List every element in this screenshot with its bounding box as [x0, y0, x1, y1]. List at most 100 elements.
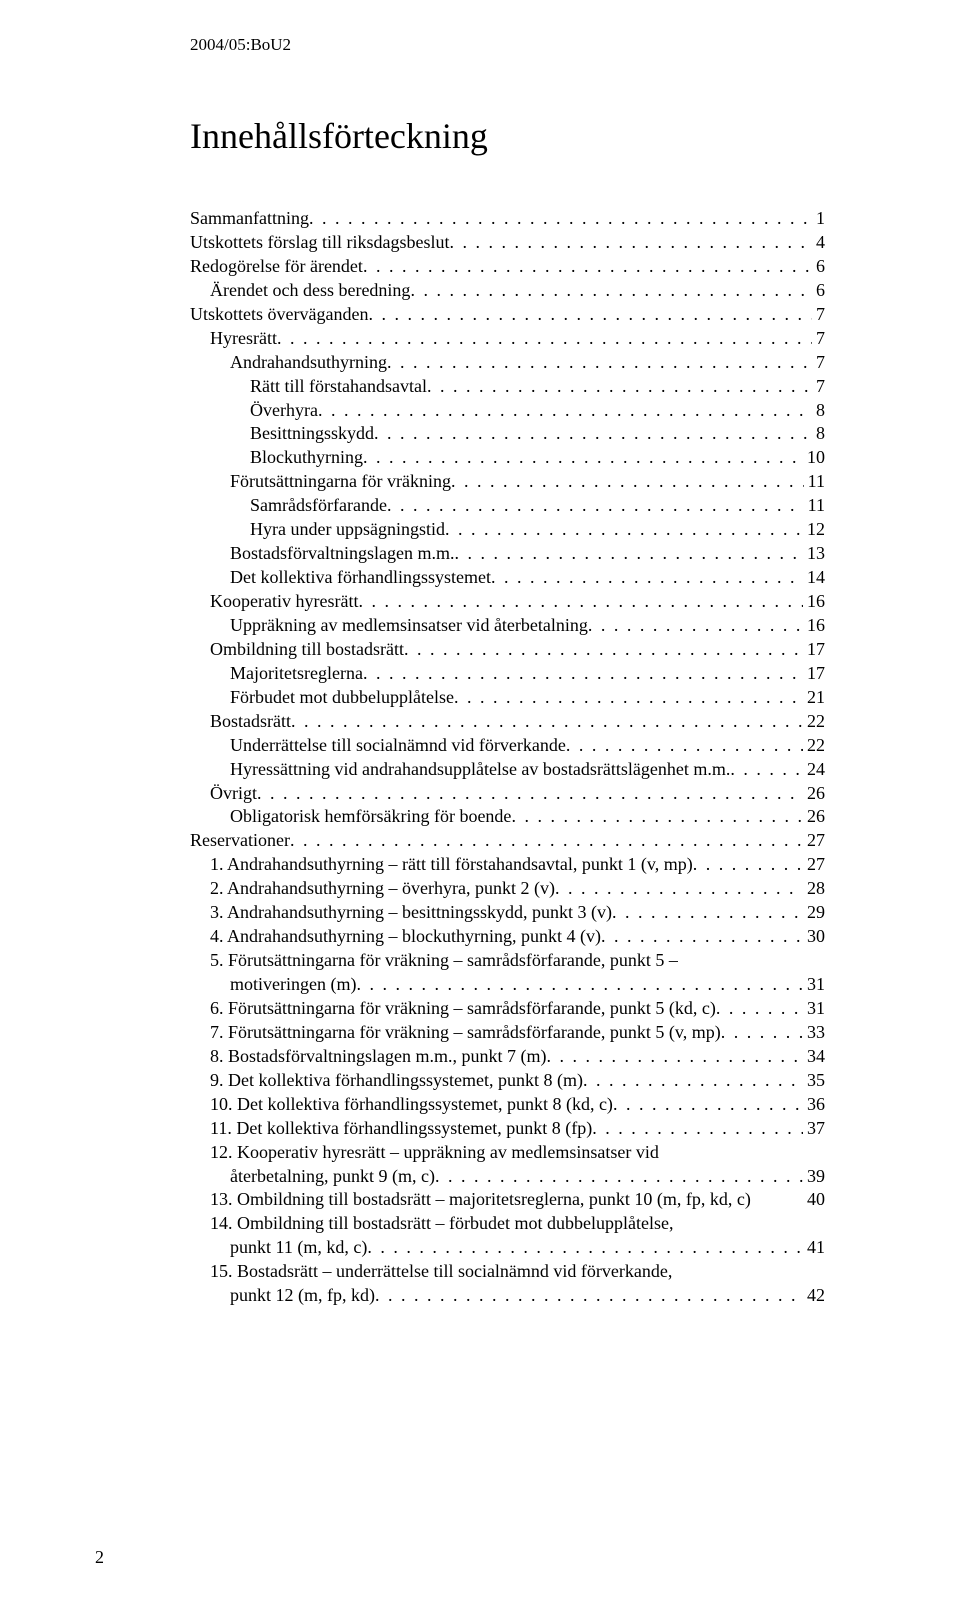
toc-label: Hyra under uppsägningstid	[250, 518, 445, 542]
toc-entry: 9. Det kollektiva förhandlingssystemet, …	[190, 1069, 825, 1093]
toc-label: Ombildning till bostadsrätt	[210, 638, 404, 662]
toc-leader: . . . . . . . . . . . . . . . . . . . . …	[367, 1236, 803, 1260]
toc-label: Utskottets överväganden	[190, 303, 368, 327]
toc-entry: Det kollektiva förhandlingssystemet. . .…	[190, 566, 825, 590]
toc-entry: Bostadsrätt. . . . . . . . . . . . . . .…	[190, 710, 825, 734]
toc-leader: . . . . . . . . . . . . . . . . . . . . …	[730, 758, 803, 782]
toc-leader: . . . . . . . . . . . . . . . . . . . . …	[309, 207, 812, 231]
toc-leader: . . . . . . . . . . . . . . . . . . . . …	[290, 829, 803, 853]
toc-label: Uppräkning av medlemsinsatser vid återbe…	[230, 614, 588, 638]
toc-label: punkt 12 (m, fp, kd)	[230, 1284, 375, 1308]
toc-leader: . . . . . . . . . . . . . . . . . . . . …	[612, 901, 803, 925]
toc-entry: motiveringen (m). . . . . . . . . . . . …	[190, 973, 825, 997]
toc-page: 22	[803, 710, 825, 734]
toc-entry: 3. Andrahandsuthyrning – besittningsskyd…	[190, 901, 825, 925]
toc-page: 8	[812, 422, 825, 446]
toc-leader: . . . . . . . . . . . . . . . . . . . . …	[257, 782, 803, 806]
toc-label: Obligatorisk hemförsäkring för boende	[230, 805, 511, 829]
toc-page: 17	[803, 662, 825, 686]
toc-page: 17	[803, 638, 825, 662]
toc-label: 5. Förutsättningarna för vräkning – samr…	[210, 949, 678, 973]
toc-leader: . . . . . . . . . . . . . . . . . . . . …	[546, 1045, 803, 1069]
toc-entry: punkt 12 (m, fp, kd). . . . . . . . . . …	[190, 1284, 825, 1308]
toc-label: 12. Kooperativ hyresrätt – uppräkning av…	[210, 1141, 659, 1165]
toc-page: 33	[803, 1021, 825, 1045]
toc-page: 24	[803, 758, 825, 782]
toc-page: 26	[803, 782, 825, 806]
toc-entry: Blockuthyrning. . . . . . . . . . . . . …	[190, 446, 825, 470]
toc-entry: 2. Andrahandsuthyrning – överhyra, punkt…	[190, 877, 825, 901]
toc-entry: Uppräkning av medlemsinsatser vid återbe…	[190, 614, 825, 638]
toc-page: 22	[803, 734, 825, 758]
toc-page: 39	[803, 1165, 825, 1189]
toc-page: 29	[803, 901, 825, 925]
toc-entry: Obligatorisk hemförsäkring för boende. .…	[190, 805, 825, 829]
toc-entry: Underrättelse till socialnämnd vid förve…	[190, 734, 825, 758]
toc-leader: . . . . . . . . . . . . . . . . . . . . …	[613, 1093, 803, 1117]
toc-entry: 8. Bostadsförvaltningslagen m.m., punkt …	[190, 1045, 825, 1069]
toc-entry: Sammanfattning. . . . . . . . . . . . . …	[190, 207, 825, 231]
toc-label: återbetalning, punkt 9 (m, c)	[230, 1165, 435, 1189]
toc-label: 11. Det kollektiva förhandlingssystemet,…	[210, 1117, 592, 1141]
toc-entry: Förbudet mot dubbelupplåtelse. . . . . .…	[190, 686, 825, 710]
toc-entry: Reservationer. . . . . . . . . . . . . .…	[190, 829, 825, 853]
toc-leader: . . . . . . . . . . . . . . . . . . . . …	[601, 925, 803, 949]
toc-page: 30	[803, 925, 825, 949]
page-number: 2	[95, 1547, 104, 1568]
toc-entry: Andrahandsuthyrning. . . . . . . . . . .…	[190, 351, 825, 375]
toc-page: 13	[803, 542, 825, 566]
toc-label: Samrådsförfarande	[250, 494, 387, 518]
toc-label: Besittningsskydd	[250, 422, 374, 446]
toc-leader: . . . . . . . . . . . . . . . . . . . . …	[721, 1021, 803, 1045]
toc-entry: Förutsättningarna för vräkning. . . . . …	[190, 470, 825, 494]
toc-leader: . . . . . . . . . . . . . . . . . . . . …	[454, 686, 803, 710]
toc-leader: . . . . . . . . . . . . . . . . . . . . …	[363, 255, 812, 279]
toc-leader: . . . . . . . . . . . . . . . . . . . . …	[588, 614, 803, 638]
toc-entry: Hyressättning vid andrahandsupplåtelse a…	[190, 758, 825, 782]
toc-label: 7. Förutsättningarna för vräkning – samr…	[210, 1021, 721, 1045]
toc-entry: Samrådsförfarande. . . . . . . . . . . .…	[190, 494, 825, 518]
toc-label: Bostadsrätt	[210, 710, 291, 734]
toc-label: Kooperativ hyresrätt	[210, 590, 358, 614]
toc-page: 11	[804, 494, 825, 518]
toc-entry: Hyresrätt. . . . . . . . . . . . . . . .…	[190, 327, 825, 351]
toc-label: 10. Det kollektiva förhandlingssystemet,…	[210, 1093, 613, 1117]
toc-page: 31	[803, 973, 825, 997]
toc-entry: Övrigt. . . . . . . . . . . . . . . . . …	[190, 782, 825, 806]
toc-page: 27	[803, 853, 825, 877]
toc-leader: . . . . . . . . . . . . . . . . . . . . …	[387, 351, 812, 375]
toc-entry: Utskottets överväganden. . . . . . . . .…	[190, 303, 825, 327]
toc-entry: Redogörelse för ärendet. . . . . . . . .…	[190, 255, 825, 279]
toc-label: 15. Bostadsrätt – underrättelse till soc…	[210, 1260, 672, 1284]
toc-leader: . . . . . . . . . . . . . . . . . . . . …	[387, 494, 804, 518]
toc-label: 3. Andrahandsuthyrning – besittningsskyd…	[210, 901, 612, 925]
toc-label: 2. Andrahandsuthyrning – överhyra, punkt…	[210, 877, 555, 901]
toc-leader: . . . . . . . . . . . . . . . . . . . . …	[445, 518, 803, 542]
toc-page: 42	[803, 1284, 825, 1308]
toc-leader: . . . . . . . . . . . . . . . . . . . . …	[358, 590, 803, 614]
toc-entry: 14. Ombildning till bostadsrätt – förbud…	[190, 1212, 825, 1236]
toc-label: Övrigt	[210, 782, 257, 806]
toc-label: Underrättelse till socialnämnd vid förve…	[230, 734, 566, 758]
toc-label: 6. Förutsättningarna för vräkning – samr…	[210, 997, 716, 1021]
table-of-contents: Sammanfattning. . . . . . . . . . . . . …	[190, 207, 825, 1308]
toc-entry: Besittningsskydd. . . . . . . . . . . . …	[190, 422, 825, 446]
toc-leader: . . . . . . . . . . . . . . . . . . . . …	[491, 566, 803, 590]
toc-label: Reservationer	[190, 829, 290, 853]
toc-label: 4. Andrahandsuthyrning – blockuthyrning,…	[210, 925, 601, 949]
toc-leader: . . . . . . . . . . . . . . . . . . . . …	[449, 231, 812, 255]
toc-label: Ärendet och dess beredning	[210, 279, 410, 303]
toc-leader: . . . . . . . . . . . . . . . . . . . . …	[566, 734, 803, 758]
toc-label: 13. Ombildning till bostadsrätt – majori…	[210, 1188, 751, 1212]
toc-label: Det kollektiva förhandlingssystemet	[230, 566, 491, 590]
toc-label: motiveringen (m)	[230, 973, 356, 997]
toc-label: Överhyra	[250, 399, 318, 423]
toc-page: 14	[803, 566, 825, 590]
toc-page: 26	[803, 805, 825, 829]
toc-leader: . . . . . . . . . . . . . . . . . . . . …	[404, 638, 803, 662]
toc-leader: . . . . . . . . . . . . . . . . . . . . …	[693, 853, 803, 877]
toc-label: Blockuthyrning	[250, 446, 363, 470]
toc-entry: Majoritetsreglerna. . . . . . . . . . . …	[190, 662, 825, 686]
toc-label: 8. Bostadsförvaltningslagen m.m., punkt …	[210, 1045, 546, 1069]
toc-entry: 11. Det kollektiva förhandlingssystemet,…	[190, 1117, 825, 1141]
